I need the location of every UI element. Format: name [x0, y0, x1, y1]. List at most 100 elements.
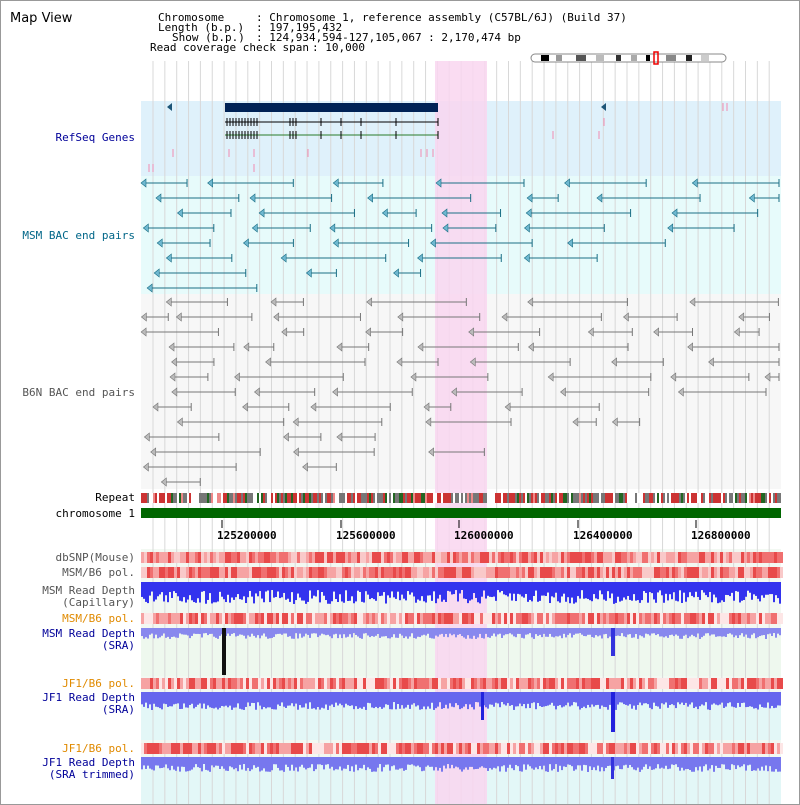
- msm-b6-pol2-cell: [621, 613, 624, 624]
- jf1-trim-depth-bar: [165, 757, 167, 765]
- repeat-segment: [581, 493, 583, 503]
- msm-capillary-depth-bar: [541, 582, 543, 596]
- track-label-msm-bac[interactable]: MSM BAC end pairs: [22, 229, 135, 242]
- track-label-jf1-b6-pol-2[interactable]: JF1/B6 pol.: [62, 742, 135, 755]
- msm-b6-pol-cell: [261, 567, 264, 578]
- track-label-msm-b6-pol-2[interactable]: MSM/B6 pol.: [62, 612, 135, 625]
- jf1-trim-depth-bar: [157, 757, 159, 766]
- jf1-b6-pol-cell: [303, 678, 306, 689]
- msm-b6-pol-cell: [498, 567, 501, 578]
- jf1-b6-pol-cell: [192, 678, 195, 689]
- dbsnp-cell: [264, 552, 267, 563]
- msm-capillary-depth-bar: [445, 582, 447, 602]
- msm-capillary-depth-bar: [191, 582, 193, 601]
- msm-b6-pol-cell: [318, 567, 321, 578]
- jf1-b6-pol-cell: [447, 678, 450, 689]
- msm-sra-depth-bar: [747, 628, 749, 638]
- msm-b6-pol2-cell: [696, 613, 699, 624]
- track-label-refseq[interactable]: RefSeq Genes: [55, 131, 135, 144]
- msm-b6-pol2-cell: [177, 613, 180, 624]
- b6n-bac-pair-end: [336, 432, 343, 442]
- repeat-segment: [191, 493, 193, 503]
- jf1-trim-depth-bar: [185, 757, 187, 772]
- jf1-b6-pol2-cell: [366, 743, 369, 754]
- repeat-segment: [467, 493, 469, 503]
- jf1-b6-pol2-cell: [612, 743, 615, 754]
- jf1-b6-pol2-cell: [201, 743, 204, 754]
- jf1-b6-pol2-cell: [615, 743, 618, 754]
- msm-capillary-depth-bar: [767, 582, 769, 595]
- msm-sra-depth-bar: [269, 628, 271, 639]
- jf1-b6-pol2-cell: [333, 743, 336, 754]
- msm-capillary-depth-bar: [505, 582, 507, 596]
- jf1-b6-pol-cell: [711, 678, 714, 689]
- msm-b6-pol-cell: [216, 567, 219, 578]
- msm-sra-depth-bar: [365, 628, 367, 634]
- msm-sra-depth-bar: [259, 628, 261, 639]
- msm-capillary-depth-bar: [459, 582, 461, 594]
- jf1-b6-pol2-cell: [432, 743, 435, 754]
- msm-sra-depth-bar: [165, 628, 167, 638]
- track-label-jf1-depth-trimmed[interactable]: JF1 Read Depth (SRA trimmed): [42, 756, 135, 781]
- msm-sra-depth-bar: [689, 628, 691, 637]
- msm-capillary-depth-bar: [735, 582, 737, 592]
- track-label-repeat[interactable]: Repeat: [95, 491, 135, 504]
- msm-sra-depth-bar: [277, 628, 279, 634]
- jf1-trim-depth-bar: [727, 757, 729, 770]
- jf1-trim-depth-bar: [255, 757, 257, 768]
- jf1-trim-depth-bar: [295, 757, 297, 768]
- track-label-msm-b6-pol-1[interactable]: MSM/B6 pol.: [62, 566, 135, 579]
- jf1-b6-pol-cell: [705, 678, 708, 689]
- jf1-trim-depth-bar: [545, 757, 547, 772]
- jf1-trim-depth-bar: [553, 757, 555, 769]
- repeat-segment: [167, 493, 169, 503]
- track-label-dbsnp[interactable]: dbSNP(Mouse): [55, 551, 135, 564]
- jf1-b6-pol2-cell: [252, 743, 255, 754]
- msm-sra-depth-bar: [437, 628, 439, 637]
- msm-capillary-depth-bar: [383, 582, 385, 593]
- msm-b6-pol-cell: [375, 567, 378, 578]
- jf1-sra-depth-bar: [651, 692, 653, 710]
- msm-b6-pol-cell: [342, 567, 345, 578]
- track-label-jf1-depth-sra[interactable]: JF1 Read Depth (SRA): [42, 691, 135, 716]
- msm-capillary-depth-bar: [333, 582, 335, 592]
- dbsnp-cell: [162, 552, 165, 563]
- track-label-jf1-b6-pol-1[interactable]: JF1/B6 pol.: [62, 677, 135, 690]
- dbsnp-cell: [642, 552, 645, 563]
- jf1-sra-depth-bar: [599, 692, 601, 709]
- jf1-b6-pol2-cell: [531, 743, 534, 754]
- track-label-b6n-bac[interactable]: B6N BAC end pairs: [22, 386, 135, 399]
- msm-b6-pol-cell: [732, 567, 735, 578]
- msm-b6-pol-cell: [330, 567, 333, 578]
- msm-sra-depth-bar: [193, 628, 195, 634]
- track-label-msm-depth-sra[interactable]: MSM Read Depth (SRA): [42, 627, 135, 652]
- msm-b6-pol-cell: [741, 567, 744, 578]
- msm-sra-depth-bar: [477, 628, 479, 638]
- repeat-segment: [313, 493, 315, 503]
- repeat-segment: [297, 493, 299, 503]
- jf1-b6-pol-cell: [498, 678, 501, 689]
- msm-sra-depth-bar: [357, 628, 359, 637]
- jf1-trim-depth-bar: [267, 757, 269, 772]
- dbsnp-cell: [495, 552, 498, 563]
- msm-b6-pol2-cell: [684, 613, 687, 624]
- track-label-chromosome[interactable]: chromosome 1: [55, 507, 135, 520]
- jf1-sra-depth-bar: [679, 692, 681, 705]
- jf1-trim-depth-bar: [759, 757, 761, 771]
- jf1-b6-pol2-cell: [642, 743, 645, 754]
- msm-sra-depth-bar: [419, 628, 421, 638]
- jf1-b6-pol-cell: [768, 678, 771, 689]
- jf1-trim-depth-bar: [753, 757, 755, 771]
- track-label-msm-depth-capillary[interactable]: MSM Read Depth (Capillary): [42, 584, 135, 609]
- msm-b6-pol-cell: [357, 567, 360, 578]
- msm-capillary-depth-bar: [625, 582, 627, 600]
- msm-sra-depth-bar: [347, 628, 349, 637]
- repeat-segment: [377, 493, 379, 503]
- repeat-segment: [515, 493, 517, 503]
- msm-b6-pol-cell: [459, 567, 462, 578]
- dbsnp-cell: [219, 552, 222, 563]
- jf1-trim-depth-bar: [631, 757, 633, 768]
- msm-sra-depth-bar: [429, 628, 431, 638]
- msm-b6-pol2-cell: [558, 613, 561, 624]
